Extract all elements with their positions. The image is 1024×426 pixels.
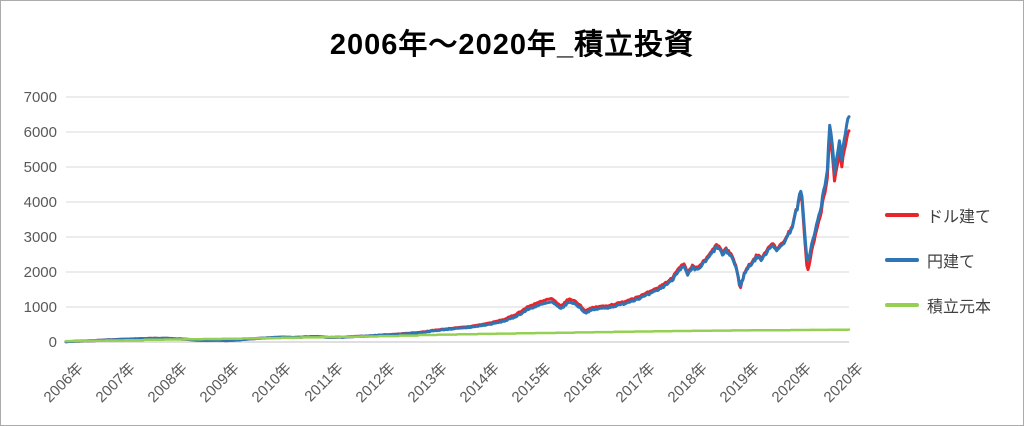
y-tick-label: 5000: [24, 159, 57, 176]
legend-item-jpy: 円建て: [885, 248, 991, 272]
legend-item-usd: ドル建て: [885, 203, 991, 227]
x-tick-label: 2014年: [457, 360, 503, 406]
y-tick-label: 0: [49, 334, 57, 351]
x-tick-label: 2018年: [665, 360, 711, 406]
series-line-jpy: [64, 115, 851, 344]
x-tick-label: 2015年: [509, 360, 555, 406]
x-tick-label: 2020年: [769, 360, 815, 406]
y-tick-label: 3000: [24, 229, 57, 246]
legend-swatch-usd-line-icon: [885, 213, 919, 217]
series-line-usd: [64, 129, 851, 344]
x-tick-label: 2020年: [821, 360, 867, 406]
x-tick-label: 2009年: [197, 360, 243, 406]
x-tick-label: 2008年: [145, 360, 191, 406]
x-tick-label: 2006年: [41, 360, 87, 406]
y-tick-label: 4000: [24, 194, 57, 211]
y-tick-label: 2000: [24, 264, 57, 281]
x-tick-label: 2012年: [353, 360, 399, 406]
x-tick-label: 2007年: [93, 360, 139, 406]
legend-label-jpy: 円建て: [927, 254, 976, 271]
legend-item-principal: 積立元本: [885, 293, 991, 317]
x-tick-label: 2017年: [613, 360, 659, 406]
x-tick-label: 2010年: [249, 360, 295, 406]
x-tick-label: 2013年: [405, 360, 451, 406]
legend-label-principal: 積立元本: [927, 299, 992, 316]
y-tick-label: 6000: [24, 124, 57, 141]
y-tick-label: 7000: [24, 89, 57, 106]
legend-swatch-principal-line-icon: [885, 303, 919, 307]
chart-title: 2006年～2020年_積立投資: [329, 29, 695, 61]
legend-swatch-jpy-line-icon: [885, 258, 919, 262]
x-tick-label: 2011年: [301, 360, 346, 405]
x-tick-label: 2016年: [561, 360, 607, 406]
legend: ドル建て 円建て 積立元本: [885, 203, 991, 317]
y-tick-label: 1000: [24, 299, 57, 316]
series-line-principal: [64, 328, 851, 343]
x-tick-label: 2019年: [717, 360, 763, 406]
legend-label-usd: ドル建て: [927, 209, 992, 226]
